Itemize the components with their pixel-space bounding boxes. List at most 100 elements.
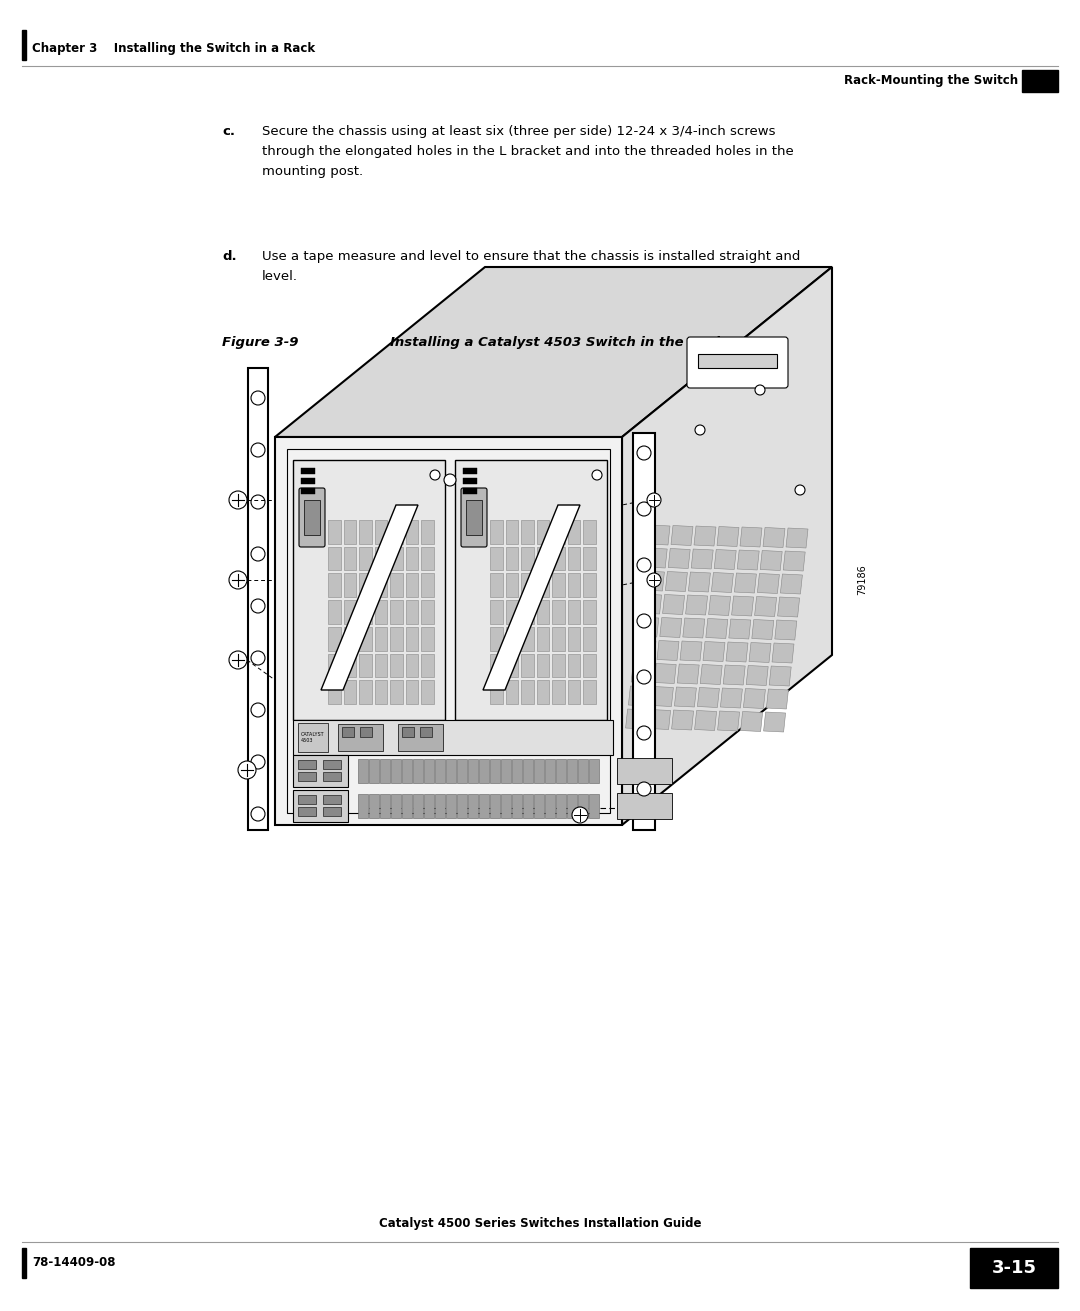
Polygon shape (648, 524, 670, 545)
Bar (522, 600, 534, 624)
Bar (568, 654, 580, 678)
Circle shape (647, 573, 661, 587)
Polygon shape (654, 663, 676, 683)
Bar (522, 680, 534, 704)
Polygon shape (781, 574, 802, 594)
Polygon shape (746, 666, 768, 686)
Bar (457, 759, 467, 783)
Bar (301, 468, 315, 475)
Bar (360, 728, 372, 737)
Bar (424, 794, 434, 818)
Circle shape (637, 614, 651, 628)
Bar (552, 680, 565, 704)
Bar (505, 520, 518, 544)
Polygon shape (683, 617, 705, 638)
Bar (463, 468, 477, 475)
Bar (323, 808, 341, 815)
Circle shape (251, 443, 265, 458)
Polygon shape (740, 527, 762, 547)
Polygon shape (665, 572, 687, 591)
Circle shape (251, 599, 265, 614)
Polygon shape (706, 619, 728, 638)
Bar (501, 794, 511, 818)
Bar (343, 654, 356, 678)
Bar (583, 600, 596, 624)
Bar (22, 1248, 26, 1278)
Text: Installing a Catalyst 4503 Switch in the Rack: Installing a Catalyst 4503 Switch in the… (390, 336, 725, 349)
Polygon shape (700, 665, 723, 684)
Polygon shape (767, 690, 788, 709)
Bar (455, 460, 607, 720)
Bar (537, 547, 550, 570)
Polygon shape (743, 688, 766, 708)
Polygon shape (769, 666, 792, 686)
Polygon shape (726, 642, 748, 662)
Bar (698, 354, 777, 368)
Polygon shape (657, 641, 679, 661)
Polygon shape (783, 551, 806, 572)
Polygon shape (762, 527, 785, 548)
Bar (248, 368, 268, 830)
Bar (375, 654, 388, 678)
Circle shape (637, 502, 651, 517)
Bar (970, 1248, 1058, 1287)
Bar (505, 680, 518, 704)
Polygon shape (649, 709, 671, 729)
Bar (568, 600, 580, 624)
Polygon shape (625, 709, 648, 729)
Bar (391, 794, 401, 818)
Bar (463, 479, 477, 484)
Bar (490, 573, 502, 597)
Bar (360, 680, 372, 704)
Bar (298, 808, 316, 815)
Bar (468, 759, 478, 783)
Polygon shape (717, 711, 740, 732)
Bar (323, 772, 341, 781)
Polygon shape (774, 620, 797, 640)
Text: Secure the chassis using at least six (three per side) 12-24 x 3/4-inch screws
t: Secure the chassis using at least six (t… (262, 125, 794, 178)
Circle shape (592, 471, 602, 480)
Circle shape (229, 652, 247, 669)
Bar (633, 433, 654, 830)
Circle shape (637, 726, 651, 739)
Polygon shape (712, 573, 733, 593)
Bar (523, 759, 534, 783)
Circle shape (637, 781, 651, 796)
Bar (568, 627, 580, 650)
Bar (424, 759, 434, 783)
Bar (537, 654, 550, 678)
Circle shape (251, 391, 265, 405)
Bar (399, 724, 443, 751)
Bar (357, 759, 368, 783)
Bar (343, 680, 356, 704)
Circle shape (637, 558, 651, 572)
Bar (406, 547, 418, 570)
Bar (328, 627, 340, 650)
Bar (589, 794, 599, 818)
Bar (293, 460, 445, 720)
Polygon shape (731, 597, 754, 616)
Bar (390, 654, 403, 678)
Bar (505, 654, 518, 678)
Bar (583, 547, 596, 570)
Bar (22, 30, 26, 60)
Bar (552, 573, 565, 597)
Bar (298, 722, 328, 753)
Bar (406, 627, 418, 650)
Bar (275, 437, 622, 825)
Bar (468, 794, 478, 818)
Bar (343, 627, 356, 650)
Bar (490, 680, 502, 704)
Bar (568, 573, 580, 597)
Bar (465, 499, 482, 535)
Polygon shape (680, 641, 702, 661)
Bar (360, 654, 372, 678)
Polygon shape (677, 663, 699, 684)
Polygon shape (757, 573, 780, 594)
Bar (522, 573, 534, 597)
Bar (328, 520, 340, 544)
Circle shape (637, 446, 651, 460)
Polygon shape (741, 712, 762, 732)
Polygon shape (691, 549, 713, 569)
Polygon shape (698, 687, 719, 708)
